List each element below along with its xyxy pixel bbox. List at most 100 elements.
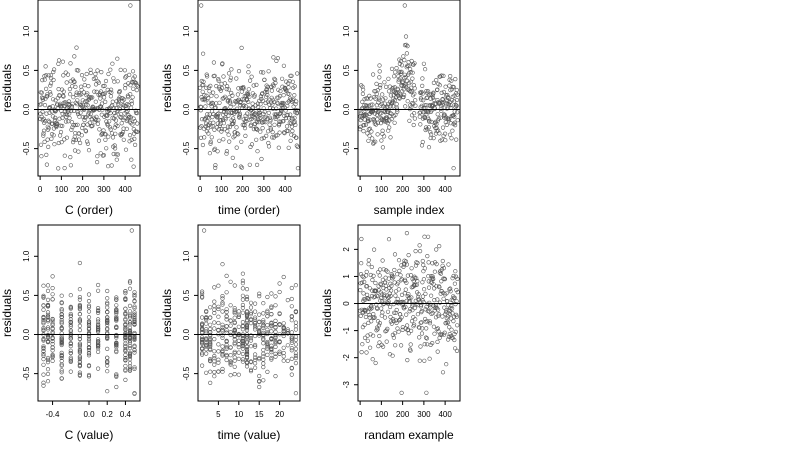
data-point	[114, 373, 119, 378]
data-point	[68, 313, 73, 318]
data-point	[295, 166, 301, 171]
y-tick-label: 0.0	[182, 103, 191, 115]
y-axis-label: residuals	[320, 64, 334, 112]
data-point	[253, 365, 258, 370]
data-point	[64, 80, 69, 85]
data-point	[383, 110, 388, 115]
data-point	[200, 339, 205, 345]
data-point	[134, 82, 139, 88]
data-point	[399, 69, 404, 74]
data-point	[127, 280, 133, 285]
data-point	[41, 133, 46, 138]
data-point	[392, 252, 398, 257]
data-point	[377, 333, 382, 339]
data-point	[232, 333, 237, 338]
data-point	[221, 95, 226, 101]
data-point	[439, 90, 444, 95]
data-point	[212, 370, 217, 375]
data-point	[380, 128, 385, 133]
data-point	[435, 326, 441, 331]
data-point	[257, 379, 262, 384]
data-point	[127, 366, 133, 371]
data-point	[114, 303, 119, 308]
data-point	[59, 363, 64, 368]
data-point	[123, 343, 128, 349]
data-point	[268, 126, 273, 131]
data-point	[269, 329, 274, 334]
data-point	[224, 86, 229, 92]
data-point	[409, 328, 414, 334]
data-point	[395, 272, 400, 277]
data-point	[199, 104, 204, 110]
data-point	[285, 112, 290, 117]
data-point	[122, 68, 127, 73]
x-axis-label: C (value)	[65, 428, 114, 442]
data-point	[412, 61, 417, 66]
x-axis-label: C (order)	[65, 203, 113, 217]
data-point	[41, 315, 46, 320]
data-point	[95, 341, 101, 346]
data-point	[408, 306, 413, 312]
data-point	[45, 335, 51, 340]
data-point	[95, 154, 100, 159]
data-point	[419, 143, 425, 148]
data-point	[375, 117, 380, 122]
data-point	[238, 164, 243, 169]
data-point	[248, 338, 254, 343]
data-point	[397, 268, 402, 274]
data-point	[244, 347, 250, 352]
data-point	[428, 96, 433, 101]
data-point	[415, 279, 420, 284]
data-point	[216, 357, 221, 362]
data-point	[41, 303, 46, 308]
data-point	[245, 111, 250, 116]
data-point	[292, 93, 297, 98]
data-point	[103, 99, 108, 104]
data-point	[202, 135, 207, 140]
data-point	[388, 135, 393, 140]
data-point	[372, 247, 377, 252]
data-point	[133, 142, 138, 147]
data-point	[234, 125, 239, 130]
data-point	[367, 93, 372, 98]
data-point	[48, 81, 54, 86]
data-point	[265, 327, 270, 332]
data-point	[399, 315, 404, 320]
data-point	[101, 128, 106, 133]
data-point	[224, 309, 229, 315]
data-point	[130, 95, 135, 100]
data-point	[285, 103, 290, 108]
data-point	[293, 356, 299, 361]
data-point	[395, 87, 401, 92]
data-point	[409, 319, 415, 324]
data-point	[50, 354, 55, 360]
data-point	[77, 349, 82, 354]
data-point	[77, 360, 82, 365]
data-point	[289, 314, 294, 319]
data-point	[240, 278, 245, 283]
data-point	[257, 384, 262, 390]
data-point	[211, 90, 216, 95]
data-point	[287, 92, 292, 97]
data-point	[269, 305, 274, 311]
data-point	[41, 380, 46, 385]
data-point	[105, 164, 111, 169]
data-point	[123, 317, 128, 322]
data-point	[286, 128, 291, 134]
data-point	[289, 285, 294, 291]
data-point	[86, 338, 92, 343]
data-point	[279, 100, 285, 106]
data-point	[59, 337, 64, 343]
data-point	[212, 127, 217, 132]
y-tick-label: -0.5	[182, 366, 191, 380]
data-point	[404, 42, 409, 47]
data-point	[95, 310, 101, 316]
data-point	[374, 328, 379, 333]
data-point	[426, 110, 431, 115]
y-tick-label: 0.5	[22, 64, 31, 76]
data-point	[258, 129, 263, 134]
data-point	[121, 126, 126, 131]
data-point	[206, 95, 211, 101]
data-point	[285, 100, 290, 105]
data-point	[226, 71, 232, 76]
